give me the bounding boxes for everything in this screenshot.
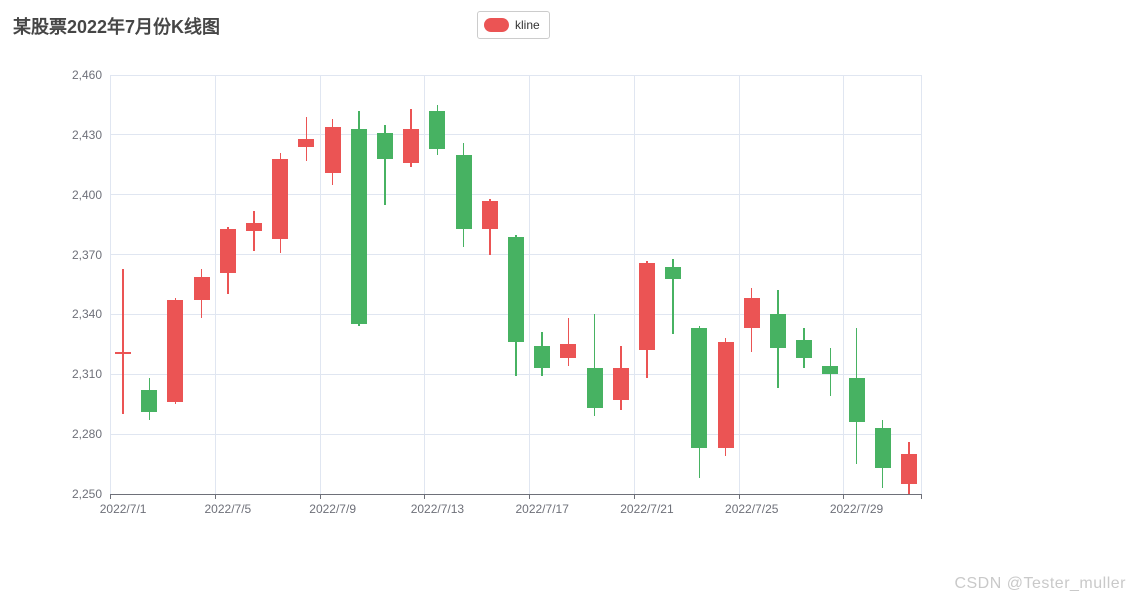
x-gridline xyxy=(424,75,426,494)
x-axis-tick-label: 2022/7/21 xyxy=(620,502,674,516)
y-axis-tick-label: 2,250 xyxy=(71,487,102,501)
x-gridline xyxy=(921,75,922,494)
candle-2022-7-28-body xyxy=(822,366,839,375)
candle-2022-7-11-body xyxy=(377,132,394,159)
candle-2022-7-4-body xyxy=(193,276,210,301)
candle-2022-7-26-body xyxy=(769,314,786,349)
candle-2022-7-15-body xyxy=(481,200,498,229)
candle-2022-7-23-body xyxy=(691,328,708,449)
x-axis-tick-label: 2022/7/25 xyxy=(725,502,779,516)
x-gridline xyxy=(214,75,216,494)
candle-2022-7-21-body xyxy=(638,262,655,351)
candle-2022-7-19-wick xyxy=(593,314,596,417)
candle-2022-7-10-body xyxy=(350,128,367,325)
candle-2022-7-1-wick xyxy=(122,268,124,415)
candle-2022-7-16-body xyxy=(508,236,524,343)
candle-2022-7-20-body xyxy=(612,368,629,401)
y-axis-tick-label: 2,280 xyxy=(71,427,102,442)
x-axis-tick-label: 2022/7/29 xyxy=(829,502,884,516)
kline-series-label: kline xyxy=(515,18,540,32)
y-axis-tick-label: 2,310 xyxy=(71,367,102,382)
candle-2022-7-3-body xyxy=(167,300,184,403)
candle-2022-7-22-wick xyxy=(672,258,674,335)
x-axis-tick xyxy=(843,494,845,499)
x-gridline xyxy=(843,75,845,494)
x-axis-tick xyxy=(319,494,321,499)
candle-2022-7-22-body xyxy=(665,266,682,279)
candle-2022-7-18-body xyxy=(560,344,577,359)
candle-2022-7-27-body xyxy=(796,340,813,359)
x-axis-tick xyxy=(214,494,216,499)
candle-2022-7-30-body xyxy=(874,428,891,469)
candle-2022-7-12-body xyxy=(403,128,420,163)
candle-2022-7-31-body xyxy=(900,454,917,485)
y-gridline xyxy=(110,194,922,196)
x-axis-tick-label: 2022/7/13 xyxy=(410,502,465,516)
x-axis-tick xyxy=(424,494,426,499)
x-gridline xyxy=(319,75,321,494)
y-axis-tick-label: 2,400 xyxy=(71,187,102,202)
candle-2022-7-13-body xyxy=(429,110,446,149)
x-gridline xyxy=(110,75,111,494)
candle-2022-7-14-body xyxy=(455,154,472,229)
y-axis-tick-label: 2,340 xyxy=(71,307,102,322)
candle-2022-7-5-body xyxy=(219,228,236,273)
candle-2022-7-24-body xyxy=(717,342,734,449)
x-axis-tick xyxy=(738,494,740,499)
x-axis-tick xyxy=(633,494,635,499)
candle-2022-7-6-wick xyxy=(253,210,255,251)
y-axis-tick-label: 2,430 xyxy=(71,127,102,142)
kline-series-marker-icon xyxy=(484,18,509,32)
x-axis-tick xyxy=(110,494,111,499)
y-axis-tick-label: 2,460 xyxy=(71,68,102,82)
legend-item-kline[interactable]: kline xyxy=(477,11,550,39)
candle-2022-7-11-wick xyxy=(384,124,386,205)
plot-area xyxy=(110,74,922,499)
candle-2022-7-8-body xyxy=(298,138,315,147)
y-axis-tick-label: 2,370 xyxy=(71,247,102,262)
candle-2022-7-1-body xyxy=(115,352,132,355)
x-axis-tick-label: 2022/7/1 xyxy=(99,502,147,516)
y-gridline xyxy=(110,134,922,136)
x-axis-tick-label: 2022/7/17 xyxy=(515,502,569,516)
candle-2022-7-18-wick xyxy=(567,318,570,367)
x-gridline xyxy=(738,75,740,494)
y-gridline xyxy=(110,433,922,435)
x-gridline xyxy=(529,75,531,494)
watermark: CSDN @Tester_muller xyxy=(954,575,1126,592)
candle-2022-7-8-wick xyxy=(305,116,308,161)
candle-2022-7-9-body xyxy=(324,126,341,173)
candle-2022-7-19-body xyxy=(586,368,603,409)
x-axis-tick xyxy=(921,494,922,499)
candle-2022-7-2-body xyxy=(141,390,158,413)
candle-2022-7-25-body xyxy=(743,298,760,329)
candle-2022-7-17-body xyxy=(534,346,551,369)
x-axis-tick-label: 2022/7/9 xyxy=(309,502,356,516)
x-axis-tick xyxy=(529,494,531,499)
x-gridline xyxy=(633,75,635,494)
candle-2022-7-29-body xyxy=(848,378,865,423)
chart-title: 某股票2022年7月份K线图 xyxy=(13,17,221,37)
y-gridline xyxy=(110,74,922,76)
candle-2022-7-7-body xyxy=(272,158,289,239)
candle-2022-7-6-body xyxy=(246,222,263,231)
x-axis-tick-label: 2022/7/5 xyxy=(204,502,252,516)
